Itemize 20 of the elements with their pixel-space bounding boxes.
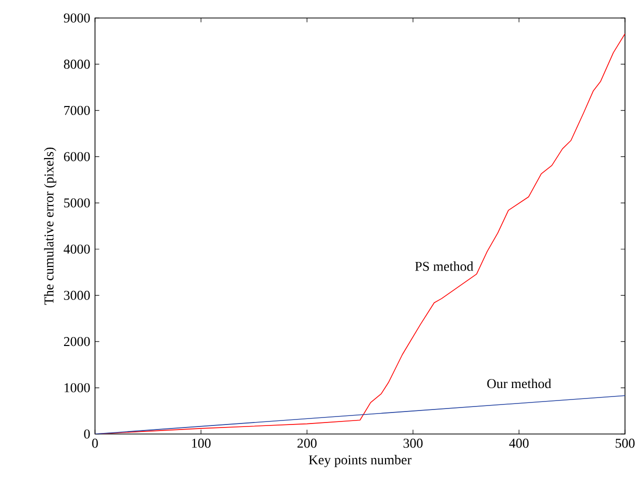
series-label: Our method xyxy=(487,378,552,388)
x-tick-label: 200 xyxy=(298,438,317,448)
y-tick-label: 5000 xyxy=(64,198,90,208)
y-tick-label: 0 xyxy=(84,429,90,439)
x-tick-label: 400 xyxy=(509,438,529,448)
y-tick-label: 8000 xyxy=(64,60,90,69)
x-tick-label: 0 xyxy=(92,438,98,448)
y-axis-title: The cumulative error (pixels) xyxy=(44,148,56,305)
y-tick-label: 9000 xyxy=(64,13,90,23)
x-tick-label: 300 xyxy=(404,438,423,448)
y-tick-label: 3000 xyxy=(64,290,90,300)
y-tick-label: 2000 xyxy=(64,337,90,346)
y-tick-label: 1000 xyxy=(64,383,90,392)
series-label: PS method xyxy=(415,261,474,271)
y-tick-label: 4000 xyxy=(64,244,90,254)
x-tick-label: 500 xyxy=(616,438,635,448)
x-axis-title: Key points number xyxy=(308,454,412,468)
x-tick-label: 100 xyxy=(192,438,211,448)
y-tick-label: 7000 xyxy=(64,106,90,115)
y-tick-label: 6000 xyxy=(64,152,90,162)
